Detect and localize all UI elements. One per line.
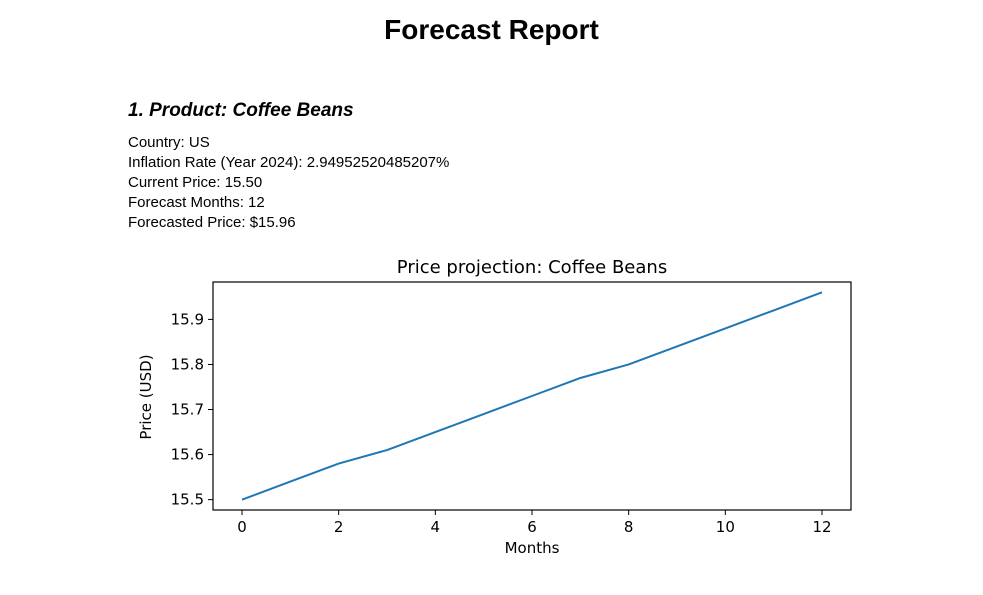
inflation-rate-line: Inflation Rate (Year 2024): 2.9495252048… xyxy=(128,154,450,171)
product-details: Country: US Inflation Rate (Year 2024): … xyxy=(128,133,449,233)
x-tick-label: 4 xyxy=(431,518,441,536)
plot-area: 0 2 4 6 8 10 12 15.5 15.6 15.7 15.8 15.9 xyxy=(171,281,852,536)
forecasted-price-line: Forecasted Price: $15.96 xyxy=(128,214,296,231)
chart-title: Price projection: Coffee Beans xyxy=(397,257,667,278)
x-tick-label: 8 xyxy=(624,518,634,536)
x-axis-label: Months xyxy=(505,539,560,557)
y-tick-label: 15.9 xyxy=(171,310,204,328)
x-tick-label: 0 xyxy=(237,518,247,536)
y-tick-label: 15.8 xyxy=(171,355,204,373)
y-axis-label: Price (USD) xyxy=(137,354,155,439)
y-tick-label: 15.7 xyxy=(171,401,204,419)
country-line: Country: US xyxy=(128,134,210,151)
y-tick-label: 15.5 xyxy=(171,491,204,509)
forecast-months-line: Forecast Months: 12 xyxy=(128,194,265,211)
report-title: Forecast Report xyxy=(384,14,599,45)
y-tick-label: 15.6 xyxy=(171,446,204,464)
x-tick-label: 10 xyxy=(716,518,735,536)
x-tick-label: 6 xyxy=(527,518,537,536)
product-heading: 1. Product: Coffee Beans xyxy=(128,100,354,121)
x-tick-label: 12 xyxy=(812,518,831,536)
series-line xyxy=(241,291,823,501)
current-price-line: Current Price: 15.50 xyxy=(128,174,263,191)
x-tick-label: 2 xyxy=(334,518,344,536)
